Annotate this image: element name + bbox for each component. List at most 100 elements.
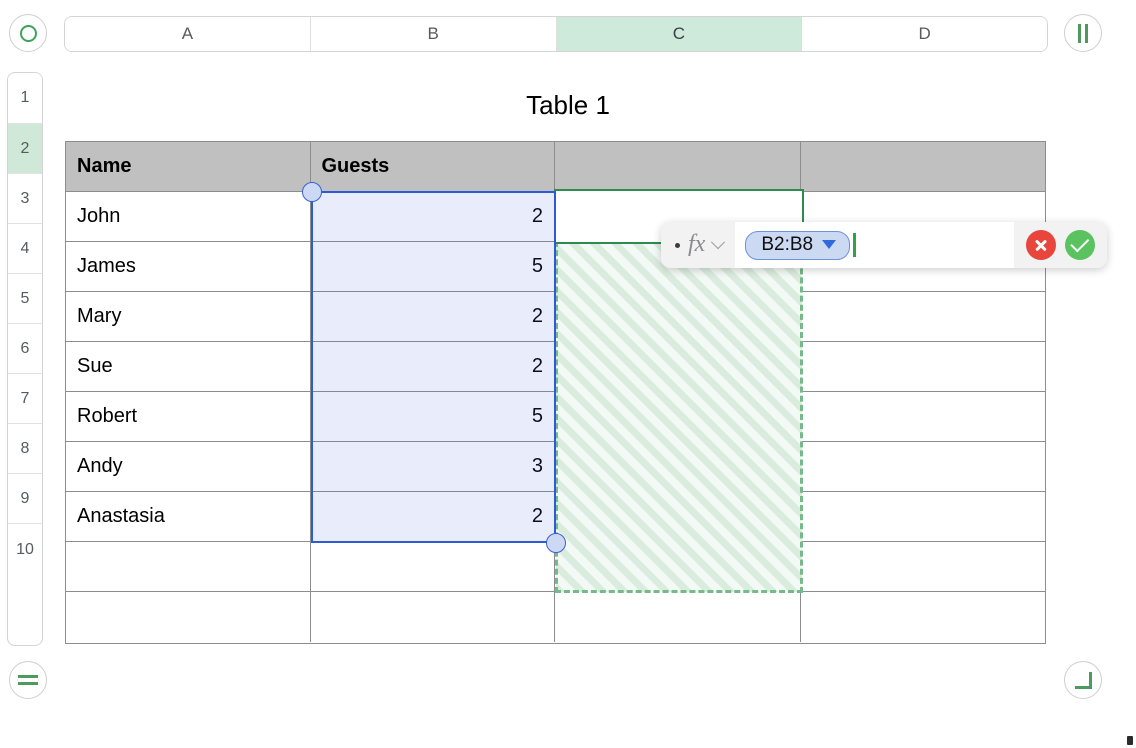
cell-B10[interactable] [311, 592, 555, 642]
row-header-9[interactable]: 9 [8, 474, 42, 524]
formula-actions [1014, 222, 1107, 268]
cell-B2[interactable]: 2 [311, 192, 555, 241]
cell-D9[interactable] [801, 542, 1046, 591]
cancel-button[interactable] [1026, 230, 1056, 260]
column-tab-c-label: C [672, 24, 686, 43]
cell-C6[interactable]: 5 [555, 392, 801, 441]
cell-value: James [77, 255, 136, 277]
header-cell-A1[interactable]: Name [66, 142, 311, 191]
cell-B3[interactable]: 5 [311, 242, 555, 291]
equals-icon [18, 675, 38, 685]
cell-A8[interactable]: Anastasia [66, 492, 311, 541]
table-row: Sue 2 2 [66, 342, 1045, 392]
row-header-label: 4 [20, 239, 30, 257]
cell-D8[interactable] [801, 492, 1046, 541]
function-button[interactable]: fx [661, 222, 736, 268]
row-header-6[interactable]: 6 [8, 324, 42, 374]
triangle-down-icon[interactable] [822, 240, 837, 249]
cell-B4[interactable]: 2 [311, 292, 555, 341]
cell-D4[interactable] [801, 292, 1046, 341]
cell-value: 5 [531, 255, 543, 277]
cell-A7[interactable]: Andy [66, 442, 311, 491]
corner-bracket-button[interactable] [1064, 661, 1102, 699]
column-tab-b[interactable]: B [310, 17, 557, 51]
selection-handle-top-left[interactable] [302, 182, 322, 202]
header-cell-C1[interactable] [555, 142, 801, 191]
cell-reference-token[interactable]: B2:B8 [745, 230, 851, 260]
column-tab-a[interactable]: A [65, 17, 311, 51]
table-row: Andy 3 3 [66, 442, 1045, 492]
cell-C4[interactable]: 2 [555, 292, 801, 341]
row-header-label: 7 [20, 389, 30, 407]
column-tab-d[interactable]: D [802, 17, 1047, 51]
cell-reference-token-label: B2:B8 [761, 233, 814, 255]
cell-A2[interactable]: John [66, 192, 311, 241]
check-icon [1069, 233, 1089, 253]
cell-D10[interactable] [801, 592, 1046, 642]
cell-value: 3 [777, 455, 789, 477]
row-header-4[interactable]: 4 [8, 224, 42, 274]
pause-button[interactable] [1064, 14, 1102, 52]
cell-B5[interactable]: 2 [311, 342, 555, 391]
cell-C8[interactable]: 2 [555, 492, 801, 541]
row-header-7[interactable]: 7 [8, 374, 42, 424]
table-header-row: Name Guests [66, 142, 1045, 192]
cell-A5[interactable]: Sue [66, 342, 311, 391]
cell-A10[interactable] [66, 592, 311, 642]
row-header-10[interactable]: 10 [8, 524, 42, 575]
column-tab-c[interactable]: C [556, 17, 803, 51]
table-grid: Name Guests John 2 2 James 5 5 Mary 2 2 Sue 2 2 Robert… [65, 141, 1046, 644]
cell-value: 2 [531, 505, 543, 527]
row-header-2[interactable]: 2 [8, 124, 42, 174]
row-header-5[interactable]: 5 [8, 274, 42, 324]
row-header-label: 10 [16, 540, 34, 558]
cell-C5[interactable]: 2 [555, 342, 801, 391]
cell-value: John [77, 205, 121, 227]
cell-A6[interactable]: Robert [66, 392, 311, 441]
header-cell-label: Guests [321, 155, 390, 177]
cell-value: 2 [777, 305, 789, 327]
selection-handle-bottom-right[interactable] [546, 533, 566, 553]
table-title: Table 1 [526, 90, 610, 120]
column-tab-a-label: A [181, 24, 194, 43]
table-row: Mary 2 2 [66, 292, 1045, 342]
cell-A3[interactable]: James [66, 242, 311, 291]
formula-input[interactable]: B2:B8 [735, 222, 1014, 268]
cursor-indicator [1127, 736, 1133, 745]
cell-B7[interactable]: 3 [311, 442, 555, 491]
cell-D7[interactable] [801, 442, 1046, 491]
cell-B6[interactable]: 5 [311, 392, 555, 441]
header-cell-D1[interactable] [800, 142, 1045, 191]
cell-value: 2 [531, 355, 543, 377]
cell-B9[interactable] [311, 542, 555, 591]
cell-D6[interactable] [801, 392, 1046, 441]
row-header-8[interactable]: 8 [8, 424, 42, 474]
cell-A9[interactable] [66, 542, 311, 591]
cell-D5[interactable] [801, 342, 1046, 391]
column-header-bar: A B C D [64, 16, 1048, 52]
formula-bar: fx B2:B8 [661, 222, 1107, 268]
row-header-label: 1 [20, 89, 30, 106]
cell-value: 3 [531, 455, 543, 477]
close-icon [1034, 238, 1048, 252]
cell-value: Andy [77, 455, 123, 477]
cell-C7[interactable]: 3 [555, 442, 801, 491]
row-header-1[interactable]: 1 [8, 73, 42, 124]
column-tab-b-label: B [427, 24, 439, 43]
row-header-label: 5 [20, 289, 30, 307]
cell-A4[interactable]: Mary [66, 292, 311, 341]
cell-B8[interactable]: 2 [311, 492, 555, 541]
header-cell-B1[interactable]: Guests [310, 142, 555, 191]
chevron-down-icon[interactable] [711, 235, 726, 250]
row-header-3[interactable]: 3 [8, 174, 42, 224]
format-circle-button[interactable] [9, 14, 47, 52]
cell-C9[interactable] [555, 542, 801, 591]
table-row: Robert 5 5 [66, 392, 1045, 442]
equals-button[interactable] [9, 661, 47, 699]
text-caret [853, 233, 857, 257]
accept-button[interactable] [1065, 230, 1095, 260]
header-cell-label: Name [77, 155, 132, 177]
cell-C10[interactable] [555, 592, 801, 642]
cell-value: 2 [531, 305, 543, 327]
